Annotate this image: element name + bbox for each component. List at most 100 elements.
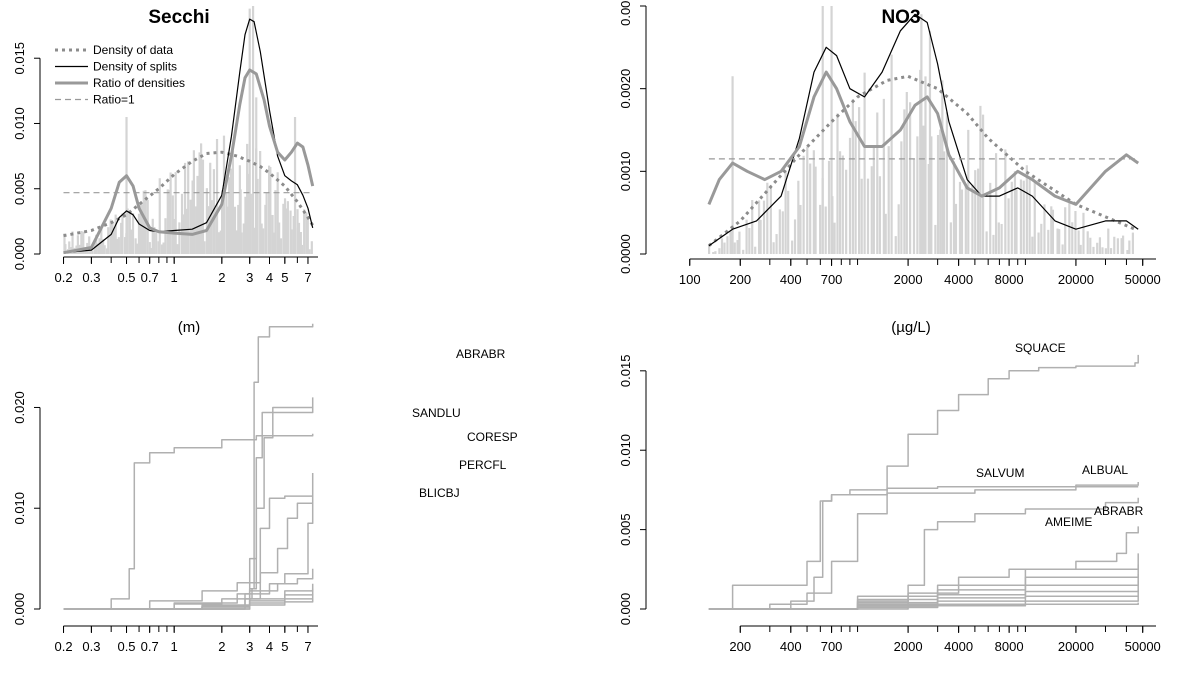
legend-entry: Ratio=1 <box>93 93 135 107</box>
x-tick-label: 0.7 <box>141 270 159 285</box>
x-axis: 100 200 400 700 2000 4000 8000 20000 50000 <box>679 258 1161 287</box>
x-tick-label: 4 <box>266 270 273 285</box>
y-tick-label: 0.000 <box>12 593 27 626</box>
x-tick-label: 200 <box>729 639 751 654</box>
legend-entry: Ratio of densities <box>93 76 185 90</box>
x-tick-label: 200 <box>729 272 751 287</box>
x-tick-label: 0.2 <box>54 639 72 654</box>
x-axis: 0.2 0.3 0.5 0.7 1 2 3 4 5 7 <box>54 256 318 285</box>
panel-top-right: 100 200 400 700 2000 4000 8000 20000 50000 0.0000… <box>618 0 1161 336</box>
x-tick-label: 400 <box>780 272 802 287</box>
x-tick-label: 0.3 <box>82 639 100 654</box>
x-tick-label: 20000 <box>1058 272 1094 287</box>
x-tick-label: 100 <box>679 272 701 287</box>
y-tick-label: 0.010 <box>12 107 27 140</box>
series-density-of-splits <box>63 18 314 254</box>
y-tick-label: 0.000 <box>618 593 633 626</box>
series-unlabeled-11 <box>63 598 314 610</box>
y-axis: 0.000 0.010 0.020 <box>12 391 41 626</box>
series-unlabeled-7 <box>63 568 314 610</box>
x-tick-label: 2000 <box>894 639 923 654</box>
x-tick-label: 8000 <box>995 272 1024 287</box>
y-tick-label: 0.000 <box>12 238 27 271</box>
y-tick-label: 0.0010 <box>618 151 633 191</box>
x-tick-label: 1 <box>171 639 178 654</box>
series-label: BLICBJ <box>419 486 460 500</box>
series-density-of-data <box>63 150 314 238</box>
series-label: ALBUAL <box>1082 463 1128 477</box>
series-salvum <box>708 485 1139 610</box>
chart-title: Secchi <box>148 7 209 28</box>
series-label: SALVUM <box>976 466 1024 480</box>
x-tick-label: 2 <box>218 270 225 285</box>
y-tick-label: 0.0000 <box>618 234 633 274</box>
series-albual <box>708 482 1139 610</box>
series-abrabr <box>63 323 314 610</box>
x-axis-label: (µg/L) <box>891 319 931 336</box>
x-tick-label: 400 <box>780 639 802 654</box>
series-label: SQUACE <box>1015 341 1066 355</box>
y-tick-label: 0.0020 <box>618 69 633 109</box>
series-density-of-data <box>707 74 1136 247</box>
x-tick-label: 5 <box>281 270 288 285</box>
x-tick-label: 3 <box>246 639 253 654</box>
series-coresp <box>63 407 314 610</box>
y-tick-label: 0.015 <box>12 42 27 75</box>
y-tick-label: 0.0030 <box>618 0 633 26</box>
legend-entry: Density of data <box>93 43 173 57</box>
series-unlabeled-6 <box>63 473 314 610</box>
series-percfl <box>63 433 314 610</box>
panel-bottom-left: ABRABR SANDLU CORESP PERCFL BLICBJ 0.2 0.3 0.5 0… <box>12 323 518 654</box>
x-tick-label: 0.5 <box>117 270 135 285</box>
x-tick-label: 20000 <box>1058 639 1094 654</box>
series-label: PERCFL <box>459 458 507 472</box>
x-tick-label: 0.2 <box>54 270 72 285</box>
y-axis: 0.000 0.005 0.010 0.015 <box>618 355 647 626</box>
x-tick-label: 1 <box>171 270 178 285</box>
x-tick-label: 50000 <box>1125 639 1161 654</box>
x-axis: 200 400 700 2000 4000 8000 20000 50000 <box>729 625 1161 654</box>
y-tick-label: 0.020 <box>12 391 27 424</box>
y-axis: 0.0000 0.0010 0.0020 0.0030 <box>618 0 647 274</box>
series-blicbj <box>63 495 313 610</box>
legend: Density of data Density of splits Ratio of… <box>55 43 185 107</box>
chart-title: NO3 <box>881 7 920 28</box>
x-tick-label: 5 <box>281 639 288 654</box>
series-unlabeled-11 <box>708 602 1139 610</box>
series-label: SANDLU <box>412 406 461 420</box>
x-tick-label: 2 <box>218 639 225 654</box>
x-axis-label: (m) <box>178 319 201 336</box>
x-tick-label: 4000 <box>944 272 973 287</box>
x-tick-label: 2000 <box>894 272 923 287</box>
split-histogram <box>707 6 1135 254</box>
y-tick-label: 0.010 <box>12 492 27 525</box>
x-tick-label: 7 <box>304 270 311 285</box>
series-unlabeled-5 <box>63 502 313 610</box>
x-tick-label: 700 <box>821 639 843 654</box>
x-tick-label: 7 <box>304 639 311 654</box>
x-tick-label: 700 <box>821 272 843 287</box>
x-tick-label: 4 <box>266 639 273 654</box>
y-tick-label: 0.010 <box>618 434 633 467</box>
x-tick-label: 50000 <box>1125 272 1161 287</box>
series-ratio-of-densities <box>707 70 1140 206</box>
series-squace <box>708 354 1139 610</box>
legend-entry: Density of splits <box>93 60 177 74</box>
x-tick-label: 4000 <box>944 639 973 654</box>
series-ratio-of-densities <box>63 68 315 255</box>
x-tick-label: 0.3 <box>82 270 100 285</box>
series-abrabr <box>708 497 1139 610</box>
split-histogram <box>63 6 313 254</box>
y-tick-label: 0.015 <box>618 355 633 388</box>
series-sandlu <box>63 397 314 610</box>
y-tick-label: 0.005 <box>618 513 633 546</box>
series-label: ABRABR <box>456 347 506 361</box>
y-tick-label: 0.005 <box>12 172 27 205</box>
series-density-of-splits <box>708 13 1139 247</box>
panel-top-left: 0.2 0.3 0.5 0.7 1 2 3 4 5 7 0.000 0.005 0.010 0.015 Se… <box>12 6 318 336</box>
x-tick-label: 0.5 <box>117 639 135 654</box>
series-label: CORESP <box>467 430 518 444</box>
y-axis: 0.000 0.005 0.010 0.015 <box>12 42 41 271</box>
